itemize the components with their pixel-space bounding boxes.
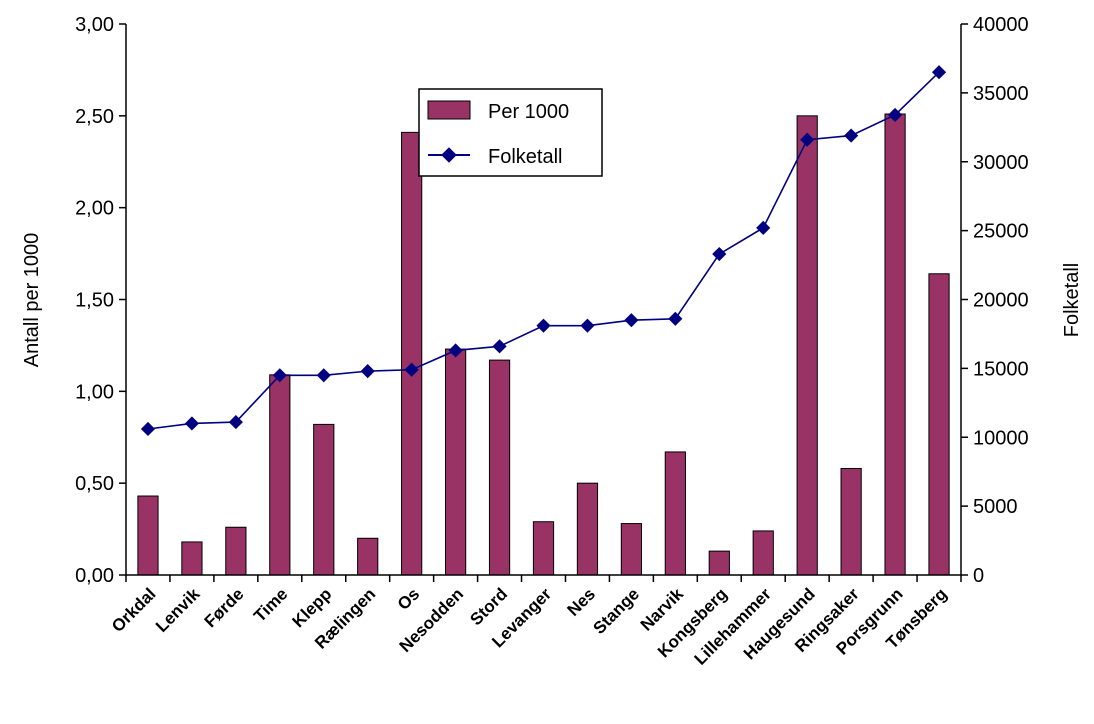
y-left-tick-label-6: 3,00 [75, 14, 114, 36]
category-label-6: Os [394, 584, 423, 613]
line-point-12 [668, 311, 683, 326]
bar-10 [576, 482, 599, 576]
bar-2 [225, 526, 247, 576]
legend: Per 1000 Folketall [418, 88, 603, 177]
bar-5 [357, 537, 379, 576]
y-right-tick-label-5: 25000 [973, 221, 1029, 243]
category-label-0: Orkdal [108, 584, 160, 636]
line-point-11 [624, 313, 639, 328]
y-right-tick-label-4: 20000 [973, 290, 1029, 312]
bar-3 [269, 374, 291, 576]
y-axis-right-title: Folketall [1061, 263, 1083, 337]
line-point-16 [844, 128, 859, 143]
bar-16 [840, 467, 862, 576]
line-point-7 [448, 343, 463, 358]
legend-swatch-bar [427, 100, 471, 120]
line-point-15 [800, 132, 815, 147]
bar-15 [796, 115, 818, 576]
category-label-3: Time [250, 584, 291, 625]
y-right-tick-label-3: 15000 [973, 358, 1029, 380]
y-right-tick-label-1: 5000 [973, 496, 1018, 518]
y-right-tick-label-6: 30000 [973, 152, 1029, 174]
legend-label-bar: Per 1000 [488, 101, 569, 123]
bar-12 [664, 451, 686, 576]
line-point-0 [140, 421, 156, 437]
y-axis-left-title: Antall per 1000 [21, 233, 43, 368]
bar-6 [401, 131, 423, 576]
category-label-2: Førde [201, 584, 248, 631]
bar-17 [884, 113, 906, 576]
bar-13 [708, 550, 730, 576]
tick-labels: 0,00 0,50 1,00 1,50 2,00 2,50 3,00 0 5000 10000 15… [75, 14, 1029, 587]
category-label-10: Nes [564, 584, 599, 619]
line-point-3 [272, 368, 287, 383]
category-label-11: Stange [589, 584, 643, 638]
axes [119, 23, 968, 582]
legend-label-line: Folketall [488, 146, 562, 168]
y-right-tick-label-2: 10000 [973, 427, 1029, 449]
bar-18 [928, 273, 950, 576]
y-left-tick-label-4: 2,00 [75, 198, 114, 220]
bar-1 [181, 541, 203, 576]
bar-8 [488, 359, 511, 576]
line-point-13 [712, 246, 727, 262]
y-left-tick-label-2: 1,00 [75, 381, 114, 403]
line-point-6 [404, 362, 419, 377]
category-label-1: Lenvik [152, 584, 204, 636]
line-point-2 [228, 415, 243, 430]
legend-marker [441, 147, 457, 163]
bar-7 [444, 348, 467, 576]
bar-0 [137, 495, 159, 576]
y-left-tick-label-3: 1,50 [75, 290, 114, 312]
line-point-9 [536, 318, 551, 333]
line-point-5 [360, 364, 375, 379]
y-left-tick-label-1: 0,50 [75, 473, 114, 495]
bar-9 [532, 521, 555, 576]
y-right-tick-label-7: 35000 [973, 83, 1029, 105]
y-left-tick-label-0: 0,00 [75, 565, 114, 587]
line-series [140, 65, 947, 437]
line-point-4 [316, 368, 331, 383]
y-right-tick-label-8: 40000 [973, 14, 1029, 36]
bar-14 [752, 530, 774, 576]
line-point-14 [756, 220, 771, 235]
bar-4 [313, 423, 335, 576]
line-point-8 [492, 339, 507, 354]
bar-series [137, 113, 950, 576]
y-left-tick-label-5: 2,50 [75, 106, 114, 128]
y-right-tick-label-0: 0 [973, 565, 984, 587]
line-point-10 [580, 318, 595, 333]
line-point-18 [931, 65, 947, 80]
line-point-17 [888, 107, 903, 122]
bar-11 [620, 523, 643, 576]
line-point-1 [184, 416, 199, 431]
